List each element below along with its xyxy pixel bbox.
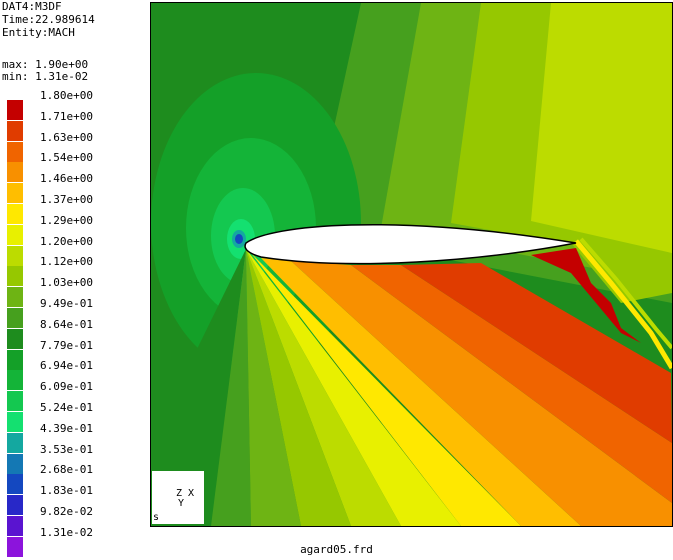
legend-swatch bbox=[7, 141, 23, 162]
contour-band-lower-8 bbox=[291, 261, 672, 526]
legend-entry: 9.82e-02 bbox=[5, 505, 145, 536]
legend-entry: 8.64e-01 bbox=[5, 317, 145, 349]
contour-band-upper-5 bbox=[601, 3, 672, 253]
legend-entry: 9.49e-01 bbox=[5, 297, 145, 328]
legend-swatch bbox=[7, 495, 23, 516]
contour-band-lower-1 bbox=[211, 249, 251, 526]
contour-band-lower-10 bbox=[401, 263, 672, 443]
legend-entry: 1.03e+00 bbox=[5, 276, 145, 308]
value-range: max: 1.90e+00 min: 1.31e-02 bbox=[2, 59, 88, 83]
legend-swatch bbox=[7, 349, 23, 370]
contour-band-lower-5 bbox=[246, 249, 461, 526]
contour-band-lower-6 bbox=[251, 253, 521, 526]
legend-label: 9.82e-02 bbox=[40, 505, 93, 518]
triad-s-label: s bbox=[153, 512, 160, 523]
legend-label: 1.63e+00 bbox=[40, 130, 93, 144]
shock-front bbox=[574, 239, 672, 370]
legend-swatch bbox=[7, 432, 23, 453]
legend-label: 4.39e-01 bbox=[40, 421, 93, 435]
legend-label: 1.03e+00 bbox=[40, 276, 93, 290]
contour-band-stag-6 bbox=[235, 234, 243, 244]
legend-swatch bbox=[7, 287, 23, 308]
legend-label: 1.29e+00 bbox=[40, 213, 93, 227]
shock-front-edge bbox=[579, 237, 672, 350]
legend-entry: 4.39e-01 bbox=[5, 421, 145, 453]
contour-band-shock bbox=[531, 248, 641, 343]
legend-label: 1.37e+00 bbox=[40, 193, 93, 206]
triad-zx-label: Z X bbox=[176, 488, 195, 499]
legend-swatch bbox=[7, 474, 23, 495]
legend-label: 6.09e-01 bbox=[40, 380, 93, 394]
legend-swatch bbox=[7, 453, 23, 474]
time-label: Time:22.989614 bbox=[2, 13, 95, 26]
legend-label: 2.68e-01 bbox=[40, 463, 93, 477]
legend-swatch bbox=[7, 120, 23, 141]
legend-entry: 3.53e-01 bbox=[5, 442, 145, 474]
legend-entry: 7.79e-01 bbox=[5, 338, 145, 370]
legend-label: 8.64e-01 bbox=[40, 317, 93, 331]
legend-label: 6.94e-01 bbox=[40, 359, 93, 373]
legend-entry: 1.12e+00 bbox=[5, 255, 145, 287]
legend-swatch bbox=[7, 245, 23, 266]
legend-swatch bbox=[7, 328, 23, 349]
legend-label: 1.80e+00 bbox=[40, 89, 93, 102]
legend-label: 1.71e+00 bbox=[40, 109, 93, 123]
max-value: max: 1.90e+00 bbox=[2, 58, 89, 71]
legend-swatch bbox=[7, 516, 23, 536]
contour-viewport[interactable] bbox=[150, 2, 673, 527]
legend-label: 1.46e+00 bbox=[40, 172, 93, 186]
legend-swatch bbox=[7, 224, 23, 245]
legend-swatch bbox=[7, 536, 23, 557]
legend-label: 9.49e-01 bbox=[40, 297, 93, 310]
legend-label: 5.24e-01 bbox=[40, 401, 93, 414]
legend-entry: 1.83e-01 bbox=[5, 484, 145, 516]
legend-entry: 1.63e+00 bbox=[5, 130, 145, 162]
legend-entry: 1.20e+00 bbox=[5, 234, 145, 266]
legend-swatch bbox=[7, 412, 23, 432]
legend-entry: 6.09e-01 bbox=[5, 380, 145, 412]
legend-entry: 1.46e+00 bbox=[5, 172, 145, 204]
min-value: min: 1.31e-02 bbox=[2, 70, 89, 83]
filename-label: agard05.frd bbox=[300, 543, 373, 556]
legend-swatch bbox=[7, 162, 23, 183]
legend-swatch bbox=[7, 370, 23, 391]
triad-y-label: Y bbox=[178, 498, 185, 509]
legend-swatch bbox=[7, 266, 23, 287]
legend-label: 1.83e-01 bbox=[40, 484, 93, 498]
legend-entry: 5.24e-01 bbox=[5, 401, 145, 432]
legend-label: 1.12e+00 bbox=[40, 255, 93, 269]
legend-swatch bbox=[7, 100, 23, 120]
legend-label: 7.79e-01 bbox=[40, 338, 93, 352]
legend-swatch bbox=[7, 204, 23, 224]
legend-swatch bbox=[7, 183, 23, 204]
contour-band-lower-7 bbox=[261, 258, 581, 526]
entity-label: Entity:MACH bbox=[2, 26, 75, 39]
legend-label: 1.31e-02 bbox=[40, 525, 93, 539]
legend-entry: 1.37e+00 bbox=[5, 193, 145, 224]
legend-label: 1.20e+00 bbox=[40, 234, 93, 248]
legend-label: 1.54e+00 bbox=[40, 151, 93, 165]
legend-label: 3.53e-01 bbox=[40, 442, 93, 456]
legend-swatch bbox=[7, 308, 23, 328]
legend-entry: 6.94e-01 bbox=[5, 359, 145, 391]
dataset-label: DAT4:M3DF bbox=[2, 0, 62, 13]
result-info: DAT4:M3DF Time:22.989614 Entity:MACH bbox=[2, 0, 95, 39]
legend-swatch bbox=[7, 391, 23, 412]
mach-contour-plot bbox=[151, 3, 672, 526]
legend-entry: 1.29e+00 bbox=[5, 213, 145, 245]
legend-entry: 1.80e+00 bbox=[5, 89, 145, 120]
legend-entry: 1.54e+00 bbox=[5, 151, 145, 183]
legend-entry: 2.68e-01 bbox=[5, 463, 145, 495]
legend-entry: 1.31e-02 bbox=[5, 525, 145, 557]
axis-triad: Z X Y s bbox=[152, 471, 204, 524]
contour-band-lower-9 bbox=[351, 265, 672, 503]
legend-entry: 1.71e+00 bbox=[5, 109, 145, 141]
contour-band-lower-0 bbox=[151, 249, 246, 526]
airfoil-shape bbox=[244, 224, 577, 265]
